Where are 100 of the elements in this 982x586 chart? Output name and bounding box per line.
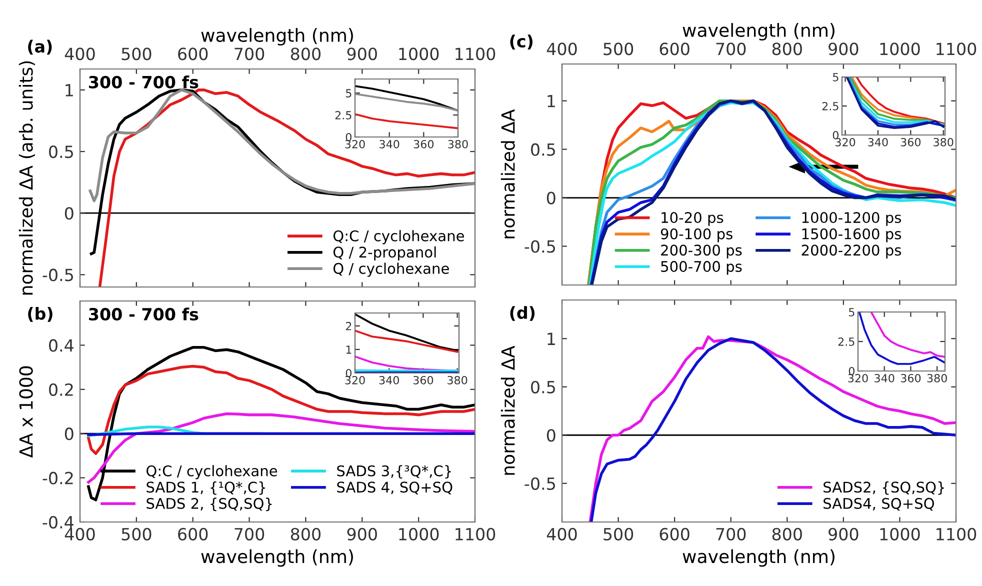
legend-label: SADS 3,{³Q*,C} xyxy=(337,465,451,479)
x-tick-label: 500 xyxy=(604,528,634,540)
x-tick-label: 360 xyxy=(900,138,921,146)
legend-label: 1000-1200 ps xyxy=(802,212,902,226)
y-tick-label: -0.4 xyxy=(42,516,74,529)
chart-title: (b) xyxy=(28,306,52,322)
x-tick-label: 1100 xyxy=(456,528,496,540)
y-tick-label: 0 xyxy=(546,429,556,442)
chart-title: (d) xyxy=(510,306,535,321)
x-tick-label: 380 xyxy=(448,376,468,384)
y-tick-label: 2.5 xyxy=(822,102,838,110)
y-axis-title: ΔA x 1000 xyxy=(19,366,33,458)
y-tick-label: 0.2 xyxy=(49,383,73,396)
y-tick-label: 2 xyxy=(346,322,352,330)
line-series xyxy=(355,113,458,130)
y-tick-label: -0.2 xyxy=(42,472,73,484)
x-tick-label: 500 xyxy=(122,528,152,540)
legend-label: 10-20 ps xyxy=(662,212,724,226)
x-tick-label: 900 xyxy=(347,48,377,60)
y-tick-label: 2.5 xyxy=(335,111,352,120)
x-axis-title: wavelength (nm) xyxy=(682,23,834,41)
x-tick-label: 380 xyxy=(927,374,947,382)
line-series xyxy=(355,92,458,112)
x-tick-label: 700 xyxy=(234,48,264,60)
x-tick-label: 900 xyxy=(828,42,858,56)
x-tick-label: 320 xyxy=(836,138,856,146)
line-series xyxy=(87,364,475,455)
x-tick-label: 400 xyxy=(546,42,577,56)
y-tick-label: 1 xyxy=(346,346,352,354)
y-tick-label: 2.5 xyxy=(838,337,854,346)
legend-label: Q / 2-propanol xyxy=(333,246,436,260)
x-tick-label: 700 xyxy=(716,42,746,56)
x-tick-label: 600 xyxy=(660,528,690,540)
legend-label: 1500-1600 ps xyxy=(802,228,902,242)
x-tick-label: 360 xyxy=(900,374,921,382)
y-axis-title: normalized ΔA (arb. units) xyxy=(18,61,35,295)
x-tick-label: 1100 xyxy=(936,42,976,56)
x-tick-label: 400 xyxy=(64,48,95,60)
y-tick-label: 0.5 xyxy=(531,380,555,394)
y-tick-label: 1 xyxy=(66,84,73,96)
y-tick-label: -0.5 xyxy=(524,477,555,490)
x-tick-label: 340 xyxy=(380,140,400,148)
x-tick-label: 380 xyxy=(448,140,468,148)
x-tick-label: 340 xyxy=(868,138,888,146)
x-tick-label: 1000 xyxy=(880,528,920,540)
x-tick-label: 700 xyxy=(716,528,746,540)
x-tick-label: 1100 xyxy=(936,528,976,540)
y-axis-title: normalized ΔA xyxy=(500,346,515,475)
legend-label: SADS 1, {¹Q*,C} xyxy=(146,481,266,495)
legend-label: 90-100 ps xyxy=(660,228,732,242)
legend-label: 200-300 ps xyxy=(661,244,742,258)
x-tick-label: 380 xyxy=(934,138,954,146)
y-tick-label: 1 xyxy=(548,95,555,108)
legend-label: 2000-2200 ps xyxy=(802,244,902,258)
x-tick-label: 800 xyxy=(290,528,321,540)
x-tick-label: 1000 xyxy=(399,528,439,540)
x-tick-label: 320 xyxy=(848,374,868,382)
x-tick-label: 600 xyxy=(178,48,208,60)
x-tick-label: 800 xyxy=(772,528,802,540)
x-tick-label: 400 xyxy=(546,528,577,540)
y-tick-label: 0.5 xyxy=(531,143,555,156)
chart-title: (a) xyxy=(28,40,52,55)
x-tick-label: 340 xyxy=(874,374,894,382)
legend-label: SADS 4, SQ+SQ xyxy=(337,482,452,494)
x-tick-label: 700 xyxy=(234,528,264,540)
x-tick-label: 600 xyxy=(178,528,208,540)
y-tick-label: -0.5 xyxy=(42,268,73,282)
y-tick-label: 0.4 xyxy=(49,339,74,352)
line-series xyxy=(88,88,475,202)
annotation: 300 - 700 fs xyxy=(89,76,198,88)
x-tick-label: 800 xyxy=(290,48,321,60)
x-tick-label: 1100 xyxy=(456,48,496,60)
x-tick-label: 800 xyxy=(772,42,802,56)
x-tick-label: 1000 xyxy=(880,42,920,56)
x-tick-label: 360 xyxy=(413,376,434,384)
y-tick-label: 5 xyxy=(849,308,854,316)
y-tick-label: 0 xyxy=(64,207,74,220)
y-tick-label: 5 xyxy=(346,89,352,98)
x-tick-label: 900 xyxy=(347,528,377,540)
x-tick-label: 500 xyxy=(604,42,634,56)
legend-label: Q:C / cyclohexane xyxy=(333,230,464,244)
x-axis-title: wavelength (nm) xyxy=(201,28,353,46)
x-axis-title: wavelength (nm) xyxy=(201,549,353,567)
x-tick-label: 320 xyxy=(345,140,365,148)
annotation: 300 - 700 fs xyxy=(89,308,198,321)
legend-label: SADS 2, {SQ,SQ} xyxy=(146,498,272,512)
x-tick-label: 320 xyxy=(345,376,365,384)
line-series xyxy=(98,88,475,287)
y-tick-label: 0 xyxy=(546,192,556,204)
line-series xyxy=(355,330,458,353)
x-tick-label: 900 xyxy=(828,528,858,540)
legend-label: SADS4, SQ+SQ xyxy=(824,498,934,511)
y-tick-label: 0 xyxy=(64,428,74,440)
x-tick-label: 600 xyxy=(660,42,690,56)
x-tick-label: 340 xyxy=(379,376,399,384)
y-tick-label: -0.5 xyxy=(524,240,555,253)
line-series xyxy=(870,312,945,358)
y-axis-title: normalized ΔA xyxy=(500,109,515,238)
line-series xyxy=(355,85,458,112)
y-tick-label: 5 xyxy=(833,73,838,82)
